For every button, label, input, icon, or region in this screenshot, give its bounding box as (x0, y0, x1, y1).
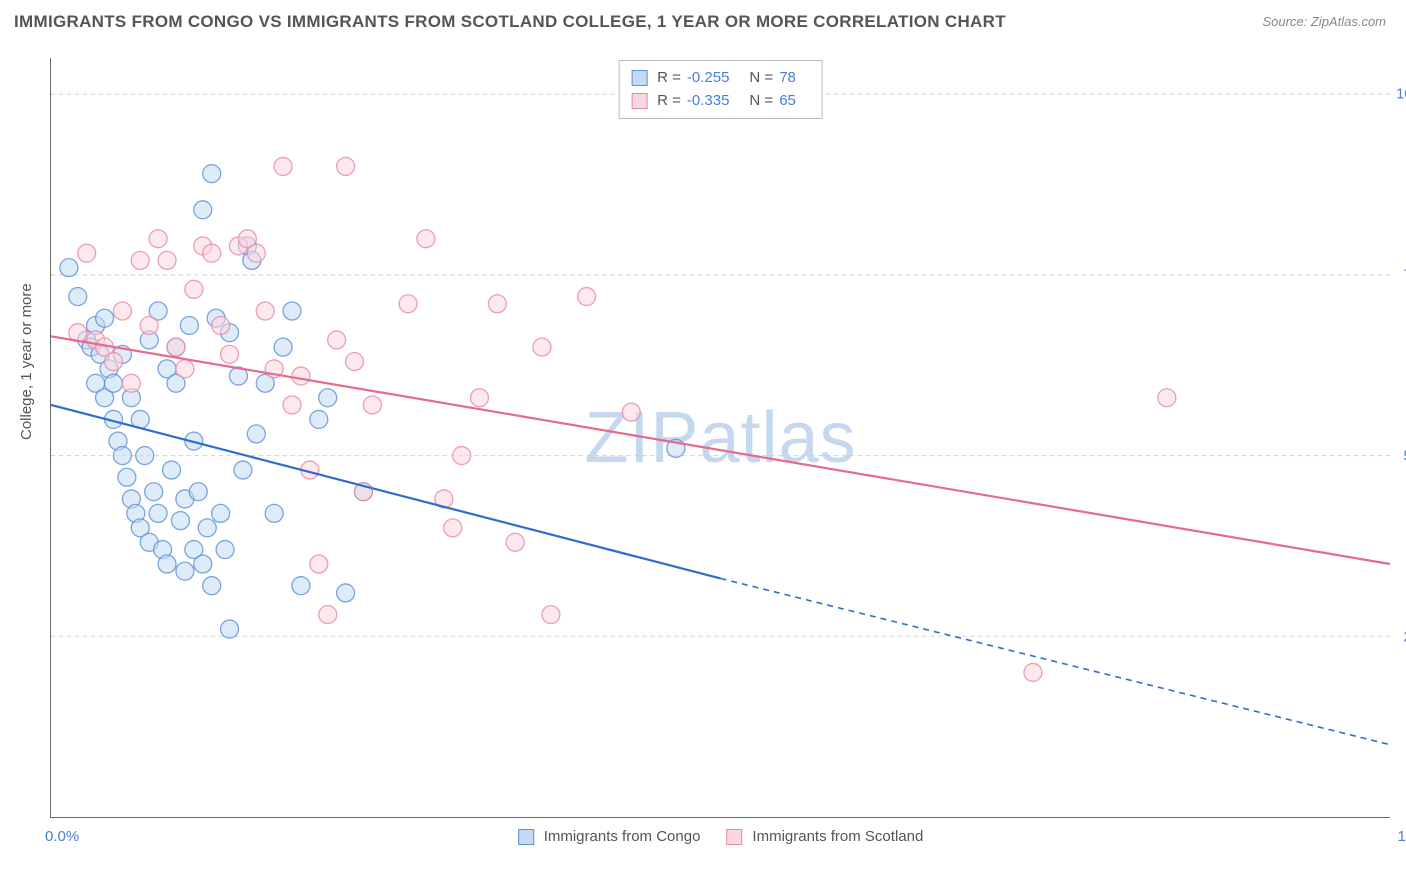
y-axis-label: College, 1 year or more (18, 283, 35, 440)
legend-label-scotland: Immigrants from Scotland (752, 828, 923, 845)
stats-row-scotland: R = -0.335 N = 65 (631, 90, 810, 113)
r-label: R = (657, 67, 681, 90)
y-tick-label: 50.0% (1396, 448, 1406, 465)
r-value-scotland: -0.335 (687, 90, 730, 113)
correlation-stats-box: R = -0.255 N = 78 R = -0.335 N = 65 (618, 60, 823, 119)
source-attribution: Source: ZipAtlas.com (1262, 14, 1386, 29)
r-label: R = (657, 90, 681, 113)
n-label: N = (749, 90, 773, 113)
legend-swatch-congo (518, 829, 534, 845)
n-label: N = (749, 67, 773, 90)
stats-row-congo: R = -0.255 N = 78 (631, 67, 810, 90)
r-value-congo: -0.255 (687, 67, 730, 90)
plot-area: ZIPatlas R = -0.255 N = 78 R = -0.335 N … (50, 58, 1390, 818)
y-tick-label: 75.0% (1396, 267, 1406, 284)
chart-title: IMMIGRANTS FROM CONGO VS IMMIGRANTS FROM… (14, 12, 1006, 32)
swatch-scotland (631, 93, 647, 109)
x-tick-left: 0.0% (45, 828, 79, 845)
y-tick-label: 25.0% (1396, 629, 1406, 646)
y-tick-label: 100.0% (1396, 86, 1406, 103)
legend-swatch-scotland (726, 829, 742, 845)
chart-svg (51, 58, 1390, 817)
legend-item-congo: Immigrants from Congo (518, 828, 701, 845)
legend: Immigrants from Congo Immigrants from Sc… (518, 828, 924, 845)
n-value-scotland: 65 (779, 90, 796, 113)
x-tick-right: 15.0% (1397, 828, 1406, 845)
n-value-congo: 78 (779, 67, 796, 90)
swatch-congo (631, 70, 647, 86)
legend-label-congo: Immigrants from Congo (544, 828, 701, 845)
legend-item-scotland: Immigrants from Scotland (726, 828, 923, 845)
